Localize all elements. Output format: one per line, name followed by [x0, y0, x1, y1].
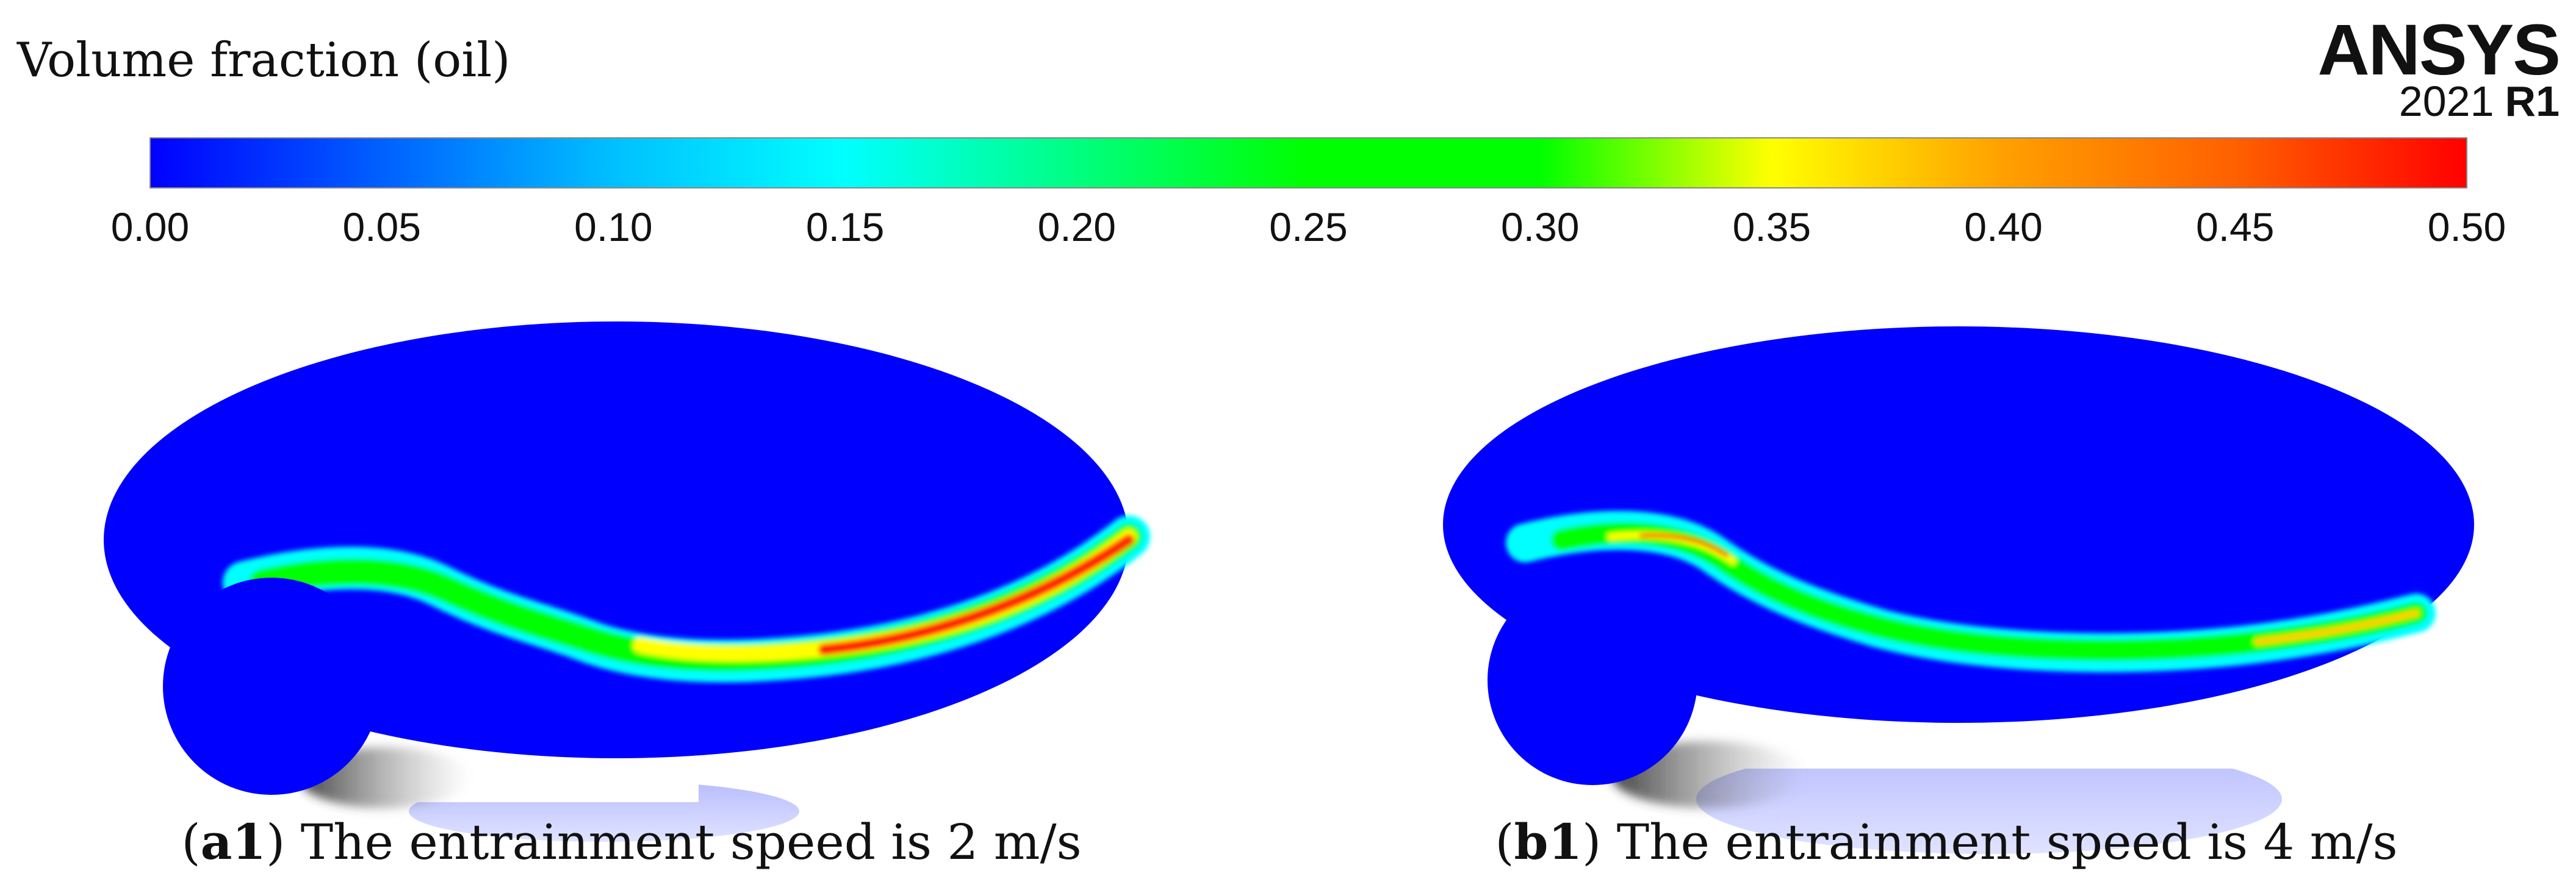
colorbar-tick-label: 0.50 — [2428, 204, 2506, 249]
colorbar-tick-label: 0.40 — [1964, 204, 2042, 249]
colorbar-tick-label: 0.05 — [342, 204, 420, 249]
colorbar-tick-label: 0.20 — [1038, 204, 1116, 249]
shadow-reflection — [1696, 744, 2282, 854]
colorbar-tick-label: 0.30 — [1501, 204, 1579, 249]
oil-band-peak — [1639, 533, 1729, 557]
ansys-logo: ANSYS 2021 R1 — [2317, 10, 2561, 125]
colorbar-tick-label: 0.25 — [1269, 204, 1347, 249]
ball — [1488, 575, 1697, 785]
caption-a1: (a1) The entrainment speed is 2 m/s — [181, 813, 1081, 870]
panel-b1: (b1) The entrainment speed is 4 m/s — [1443, 326, 2474, 870]
oil-band-tail — [2254, 609, 2420, 645]
colorbar — [149, 137, 2467, 188]
ball — [163, 578, 380, 795]
caption-b1: (b1) The entrainment speed is 4 m/s — [1495, 813, 2397, 870]
panel-a1: (a1) The entrainment speed is 2 m/s — [104, 321, 1150, 870]
colorbar-tick-label: 0.00 — [111, 204, 189, 249]
colorbar-ticks: 0.00 0.05 0.10 0.15 0.20 0.25 0.30 0.35 0.40 0.45… — [111, 204, 2506, 249]
oil-band-peak — [818, 534, 1134, 655]
colorbar-tick-label: 0.10 — [574, 204, 652, 249]
legend-title: Volume fraction (oil) — [16, 33, 511, 88]
colorbar-tick-label: 0.45 — [2196, 204, 2274, 249]
logo-version: 2021 R1 — [2399, 77, 2560, 125]
contour-domain — [1443, 326, 2474, 723]
logo-brand: ANSYS — [2317, 10, 2560, 90]
colorbar-tick-label: 0.35 — [1733, 204, 1811, 249]
colorbar-tick-label: 0.15 — [806, 204, 884, 249]
